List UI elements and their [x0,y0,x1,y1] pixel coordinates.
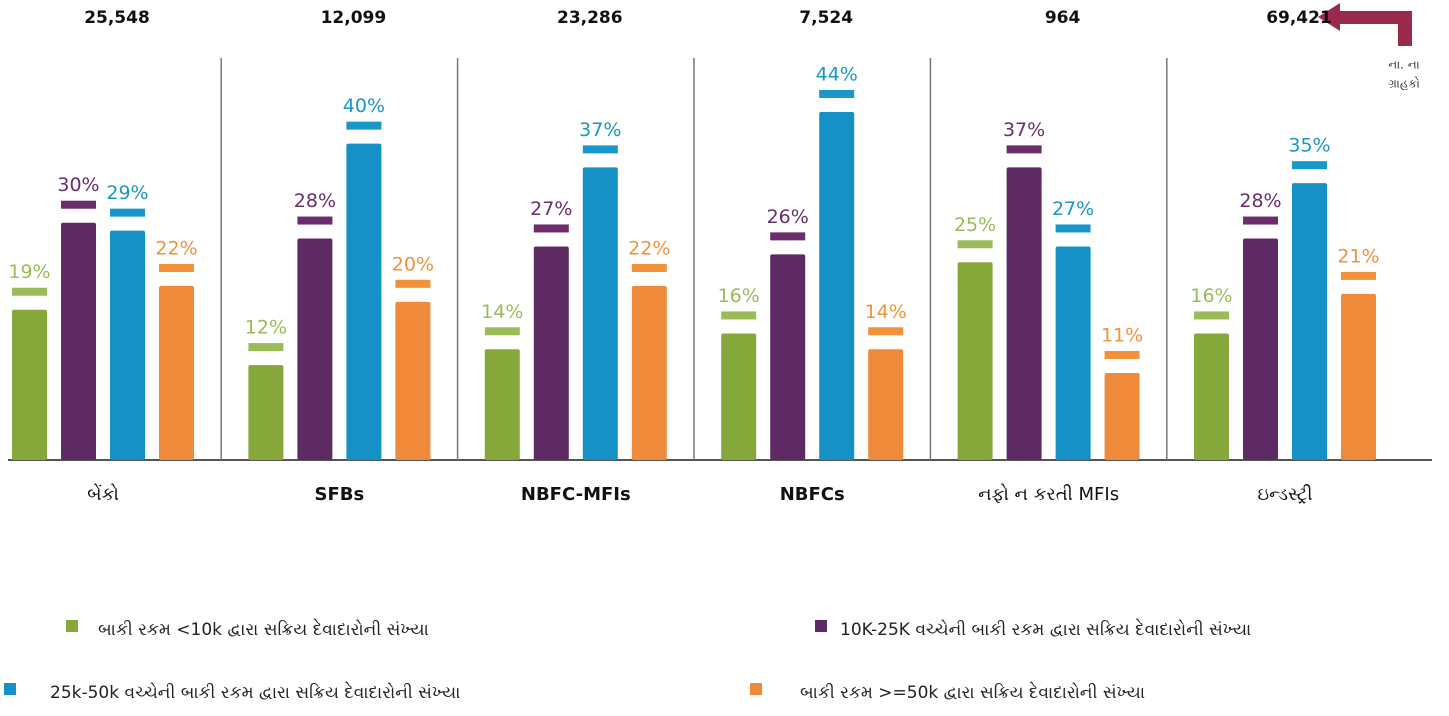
data-label: 44% [816,64,858,86]
data-label: 21% [1337,245,1379,267]
bar-cap [395,279,431,288]
legend-swatch [750,683,762,695]
data-label: 28% [1239,190,1281,212]
data-label: 28% [294,190,336,212]
annotation: ના. ના [1388,58,1419,72]
data-label: 22% [628,238,670,260]
data-label: 11% [1101,325,1143,347]
bar-cap [248,343,284,352]
bar [1055,246,1091,460]
legend-label: 25k-50k વચ્ચેની બાકી રકમ દ્વારા સક્રિય દ… [50,681,460,703]
data-label: 29% [106,182,148,204]
x-tick-label: NBFC-MFIs [521,484,631,505]
data-label: 14% [865,301,907,323]
annotation-arrow [1318,3,1412,46]
x-tick-label: NBFCs [780,484,845,505]
bar-cap [1292,161,1327,170]
bar-cap [957,240,993,249]
annotation: ગ્રાહકો [1388,77,1420,91]
data-label: 40% [343,95,385,117]
bar [248,365,284,460]
bar-cap [1055,224,1091,233]
bar-cap [819,90,855,98]
x-tick-label: ઇન્ડસ્ટ્રી [1257,484,1312,505]
bar-cap [110,208,145,217]
bar [631,286,667,460]
bar [1006,167,1042,460]
bar [1194,333,1229,460]
bar [395,301,431,460]
bar [484,349,520,460]
bar [582,167,618,460]
bar [110,230,145,460]
bar [1104,373,1140,460]
x-tick-label: SFBs [315,484,365,505]
bar [61,222,96,460]
data-label: 16% [718,285,760,307]
bar-cap [631,264,667,272]
legend-label: બાકી રકમ <10k દ્વારા સક્રિય દેવાદારોની સ… [98,618,429,640]
bar-cap [770,232,806,241]
bar [12,309,47,460]
data-label: 30% [57,174,99,196]
bar [297,238,333,460]
legend-swatch [4,683,16,695]
bar [1243,238,1278,460]
group-total: 964 [1045,8,1081,28]
data-label: 37% [579,119,621,141]
group-total: 69,421 [1266,8,1332,28]
data-label: 35% [1288,135,1330,157]
group-total: 12,099 [321,8,387,28]
data-label: 12% [245,317,287,339]
x-tick-label: નફો ન કરતી MFIs [978,484,1119,505]
data-label: 27% [1052,198,1094,220]
bar-cap [484,327,520,336]
bar-cap [1006,145,1042,154]
bar-cap [61,200,96,209]
bar-cap [159,264,194,272]
group-total: 23,286 [557,8,623,28]
bar-cap [1104,351,1140,359]
bar [868,349,904,460]
bar-cap [1194,311,1229,320]
bar [1341,293,1376,460]
bar-cap [1243,216,1278,225]
bar-cap [868,327,904,336]
data-label: 19% [8,261,50,283]
bar [819,112,855,460]
bar [721,333,757,460]
data-label: 22% [155,238,197,260]
legend-swatch [66,620,78,632]
bar-cap [12,287,47,296]
bar-cap [1341,271,1376,280]
bar [159,286,194,460]
bar [346,143,382,461]
bar-cap [721,311,757,320]
bar-cap [297,216,333,225]
bar [533,246,569,460]
data-label: 20% [392,253,434,275]
legend-label: બાકી રકમ >=50k દ્વારા સક્રિય દેવાદારોની … [800,681,1145,703]
data-label: 25% [954,214,996,236]
legend-swatch [815,620,827,632]
data-label: 37% [1003,119,1045,141]
data-label: 26% [767,206,809,228]
bar-cap [533,224,569,233]
group-total: 25,548 [84,8,150,28]
bar [1292,183,1327,460]
bar-cap [582,145,618,154]
legend-label: 10K-25K વચ્ચેની બાકી રકમ દ્વારા સક્રિય દ… [840,618,1251,640]
data-label: 27% [530,198,572,220]
bar [957,262,993,460]
bar-cap [346,121,382,130]
group-total: 7,524 [799,8,853,28]
data-label: 14% [481,301,523,323]
x-tick-label: બેંકો [87,484,119,505]
data-label: 16% [1190,285,1232,307]
bar [770,254,806,460]
